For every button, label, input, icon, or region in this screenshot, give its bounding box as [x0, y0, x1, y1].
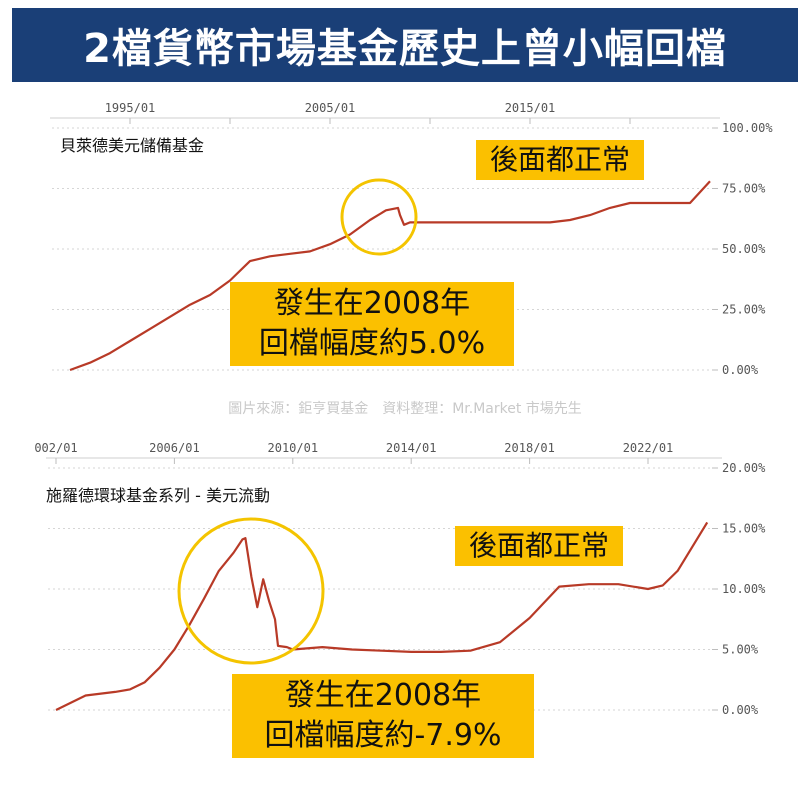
- y-tick-label: 0.00%: [722, 363, 759, 377]
- image-credit: 圖片來源：鉅亨買基金 資料整理：Mr.Market 市場先生: [228, 401, 582, 417]
- chart-title: 施羅德環球基金系列 - 美元流動: [46, 486, 270, 505]
- y-tick-label: 20.00%: [722, 461, 766, 475]
- callout-line-1: 發生在2008年: [284, 678, 482, 713]
- x-tick-label: 1995/01: [105, 101, 156, 115]
- callout-line-1: 發生在2008年: [273, 286, 471, 321]
- x-tick-label: 002/01: [34, 441, 77, 455]
- series-line: [69, 180, 711, 372]
- x-tick-label: 2015/01: [505, 101, 556, 115]
- y-tick-label: 0.00%: [722, 703, 759, 717]
- y-tick-label: 100.00%: [722, 121, 773, 135]
- chart-title: 貝萊德美元儲備基金: [60, 136, 205, 155]
- line-chart-schroders: 002/01 2006/01 2010/01 2014/01 2018/01 2022/0…: [34, 441, 766, 717]
- callout-2008-drawdown: 發生在2008年 回檔幅度約5.0%: [230, 282, 514, 366]
- x-tick-label: 2010/01: [268, 441, 319, 455]
- banner-title: 2檔貨幣市場基金歷史上曾小幅回檔: [83, 26, 727, 72]
- y-tick-label: 5.00%: [722, 643, 759, 657]
- x-tick-label: 2014/01: [386, 441, 437, 455]
- x-tick-label: 2022/01: [623, 441, 674, 455]
- line-chart-blackrock: 1995/01 2005/01 2015/01 100.00% 75.00% 50.00%…: [50, 101, 773, 377]
- y-tick-label: 10.00%: [722, 582, 766, 596]
- y-tick-label: 75.00%: [722, 182, 766, 196]
- series-line: [55, 521, 709, 711]
- callout-2008-drawdown: 發生在2008年 回檔幅度約-7.9%: [232, 674, 534, 758]
- callout-line-2: 回檔幅度約5.0%: [258, 326, 486, 361]
- y-tick-label: 50.00%: [722, 242, 766, 256]
- highlight-circle-2008: [177, 517, 325, 665]
- x-tick-label: 2018/01: [504, 441, 555, 455]
- x-tick-label: 2006/01: [149, 441, 200, 455]
- y-tick-label: 15.00%: [722, 522, 766, 536]
- chart-panel-schroders: 002/01 2006/01 2010/01 2014/01 2018/01 2022/0…: [0, 428, 810, 758]
- callout-normal-after: 後面都正常: [476, 140, 645, 180]
- callout-line-2: 回檔幅度約-7.9%: [264, 718, 502, 753]
- highlight-circle-2008: [340, 178, 418, 256]
- y-tick-label: 25.00%: [722, 303, 766, 317]
- callout-normal-after: 後面都正常: [455, 526, 624, 566]
- chart-panel-blackrock: 1995/01 2005/01 2015/01 100.00% 75.00% 50.00%…: [0, 90, 810, 390]
- title-banner: 2檔貨幣市場基金歷史上曾小幅回檔: [12, 8, 798, 82]
- x-tick-label: 2005/01: [305, 101, 356, 115]
